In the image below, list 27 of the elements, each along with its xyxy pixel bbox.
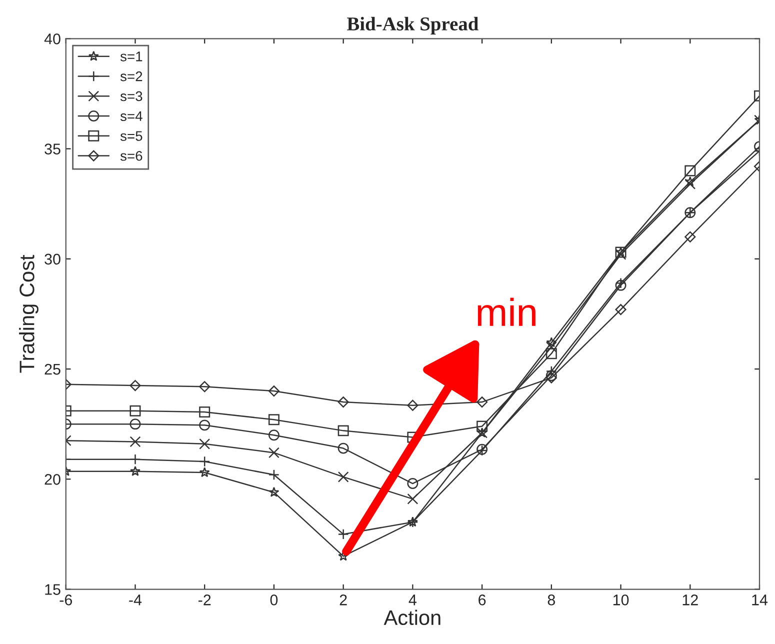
x-tick-label: 4 <box>408 594 416 606</box>
x-tick-label: 14 <box>752 594 768 606</box>
x-tick-label: -6 <box>60 594 72 606</box>
x-tick-label: -4 <box>129 594 142 606</box>
x-tick-label: 8 <box>548 594 555 606</box>
y-axis-title: Trading Cost <box>19 254 38 373</box>
x-tick-label: 6 <box>478 594 486 606</box>
legend-label: s=3 <box>120 91 142 102</box>
y-tick-label: 30 <box>44 254 60 265</box>
legend-label: s=2 <box>120 71 142 82</box>
y-tick-label: 40 <box>44 34 60 44</box>
x-tick-label: 0 <box>270 594 278 606</box>
y-tick-label: 15 <box>45 584 60 595</box>
legend-label: s=4 <box>120 111 142 122</box>
x-tick-label: 10 <box>613 594 629 606</box>
legend-label: s=1 <box>120 52 142 62</box>
x-tick-label: 2 <box>340 594 347 606</box>
x-axis-title: Action <box>384 610 440 626</box>
annotation: min <box>478 298 536 326</box>
x-tick-label: 12 <box>682 594 698 606</box>
y-tick-label: 25 <box>44 364 60 375</box>
x-tick-label: -2 <box>198 594 211 606</box>
legend-label: s=6 <box>120 150 142 161</box>
y-tick-label: 20 <box>44 474 60 485</box>
legend-label: s=5 <box>120 131 142 141</box>
chart-title: Bid-Ask Spread <box>346 16 478 34</box>
y-tick-label: 35 <box>44 144 60 154</box>
